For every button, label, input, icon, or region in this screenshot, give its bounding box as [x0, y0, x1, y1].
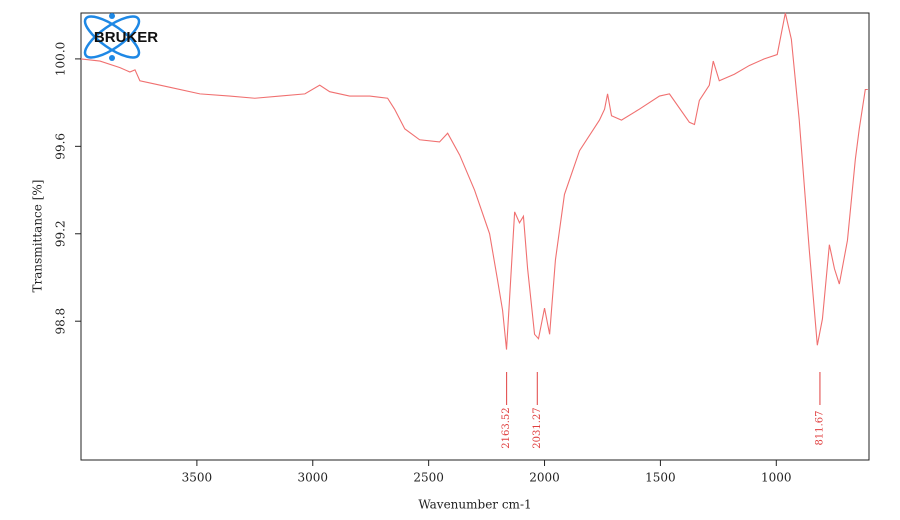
- x-tick-label: 1500: [645, 471, 676, 485]
- logo-orbit: [83, 15, 141, 59]
- logo: BRUKER: [83, 13, 158, 61]
- x-tick-label: 3500: [182, 471, 213, 485]
- peak-label: 2031.27: [532, 407, 543, 448]
- peak-label: 811.67: [814, 411, 825, 446]
- x-axis-label: Wavenumber cm-1: [418, 498, 531, 512]
- x-tick-label: 2500: [413, 471, 444, 485]
- y-tick-label: 98.8: [54, 308, 68, 335]
- logo-orbit: [83, 15, 141, 59]
- spectrum-line: [80, 12, 868, 350]
- x-tick-label: 1000: [761, 471, 792, 485]
- x-tick-label: 3000: [297, 471, 328, 485]
- x-tick-label: 2000: [529, 471, 560, 485]
- y-tick-label: 100.0: [54, 42, 68, 76]
- plot-frame: [80, 12, 870, 461]
- y-tick-label: 99.6: [54, 133, 68, 160]
- y-tick-label: 99.2: [54, 220, 68, 247]
- peak-label: 2163.52: [501, 407, 512, 448]
- y-axis-label: Transmittance [%]: [31, 180, 45, 293]
- logo-text: BRUKER: [94, 29, 158, 46]
- logo-dot: [109, 13, 115, 19]
- logo-dot: [109, 55, 115, 61]
